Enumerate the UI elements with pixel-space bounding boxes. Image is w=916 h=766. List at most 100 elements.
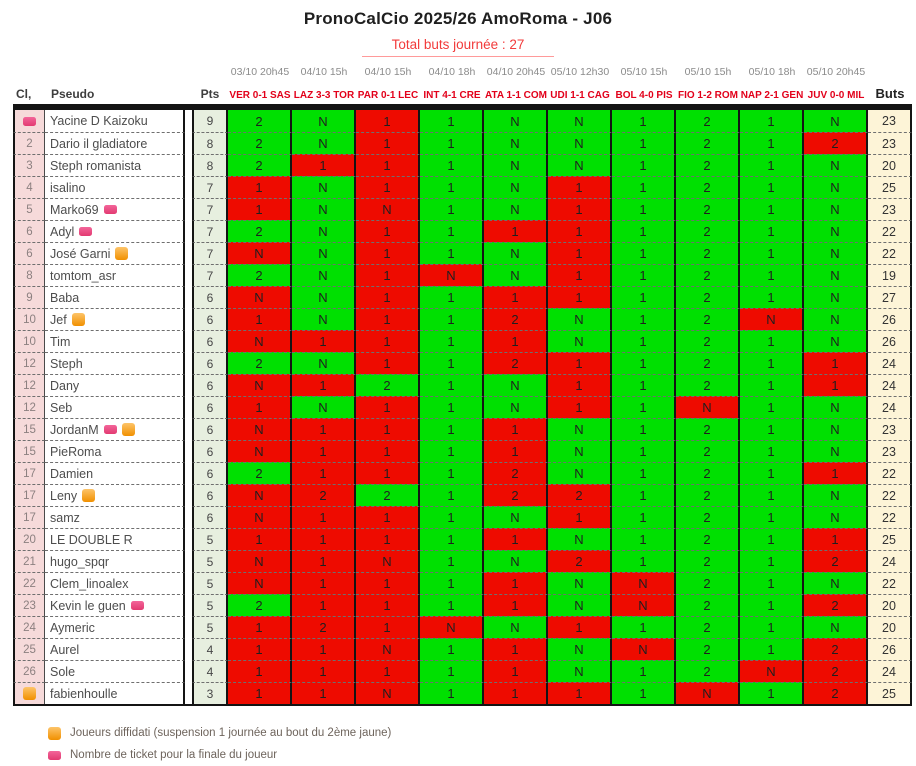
player-name-cell: LE DOUBLE R (45, 528, 185, 550)
prediction-cell: 1 (356, 110, 420, 132)
table-row: 17 Damien 6 2 1 1 1 2 N 1 2 1 1 22 (13, 462, 912, 484)
legend-ticket-text: Nombre de ticket pour la finale du joueu… (70, 749, 278, 761)
prediction-cell: N (548, 462, 612, 484)
player-name-cell: fabienhoulle (45, 682, 185, 704)
pts-cell: 6 (192, 462, 228, 484)
prediction-cell: 2 (804, 638, 868, 660)
buts-cell: 23 (868, 110, 912, 132)
buts-cell: 26 (868, 638, 912, 660)
table-row: 21 hugo_spqr 5 N 1 N 1 N 2 1 2 1 2 24 (13, 550, 912, 572)
column-gap (185, 506, 192, 528)
prediction-cell: 1 (612, 242, 676, 264)
player-name-cell: Clem_linoalex (45, 572, 185, 594)
rank-cell (13, 110, 45, 132)
column-gap (185, 528, 192, 550)
pts-cell: 5 (192, 616, 228, 638)
prediction-cell: N (548, 308, 612, 330)
prediction-cell: 1 (740, 286, 804, 308)
prediction-cell: 2 (676, 506, 740, 528)
prediction-cell: 1 (612, 154, 676, 176)
prediction-cell: 1 (548, 176, 612, 198)
player-name-cell: Leny (45, 484, 185, 506)
prediction-cell: 2 (228, 110, 292, 132)
prediction-cell: 2 (676, 330, 740, 352)
prediction-cell: 1 (420, 352, 484, 374)
prediction-cell: 1 (420, 418, 484, 440)
player-name-cell: isalino (45, 176, 185, 198)
prediction-cell: 1 (740, 418, 804, 440)
prediction-cell: 1 (420, 506, 484, 528)
prediction-cell: 2 (804, 594, 868, 616)
prediction-cell: 1 (356, 418, 420, 440)
prediction-cell: 1 (548, 396, 612, 418)
diffidato-icon (115, 247, 129, 260)
rank-cell: 20 (13, 528, 45, 550)
prediction-cell: 1 (740, 440, 804, 462)
prediction-cell: 1 (612, 308, 676, 330)
prediction-cell: 1 (548, 682, 612, 704)
prediction-cell: 2 (676, 198, 740, 220)
prediction-cell: 2 (676, 176, 740, 198)
prediction-cell: 2 (676, 308, 740, 330)
match-date: 04/10 18h (428, 66, 476, 78)
prediction-cell: 1 (804, 462, 868, 484)
prediction-cell: 2 (356, 374, 420, 396)
pts-cell: 7 (192, 242, 228, 264)
prediction-cell: N (548, 594, 612, 616)
table-row: 12 Seb 6 1 N 1 1 N 1 1 N 1 N 24 (13, 396, 912, 418)
pts-cell: 4 (192, 660, 228, 682)
prediction-cell: 1 (548, 264, 612, 286)
player-name-cell: PieRoma (45, 440, 185, 462)
prediction-cell: 1 (420, 462, 484, 484)
prediction-cell: 1 (740, 132, 804, 154)
prediction-cell: 2 (676, 440, 740, 462)
column-gap (185, 638, 192, 660)
prediction-cell: 2 (676, 462, 740, 484)
prediction-cell: N (292, 286, 356, 308)
prediction-cell: 1 (228, 616, 292, 638)
prediction-cell: N (548, 154, 612, 176)
rank-cell (13, 682, 45, 704)
rank-cell: 15 (13, 418, 45, 440)
prediction-cell: 1 (740, 594, 804, 616)
match-result-header: FIO 1-2 ROM (677, 90, 738, 101)
table-row: 4 isalino 7 1 N 1 1 N 1 1 2 1 N 25 (13, 176, 912, 198)
prediction-cell: 2 (676, 132, 740, 154)
prediction-cell: N (804, 198, 868, 220)
table-row: 17 samz 6 N 1 1 1 N 1 1 2 1 N 22 (13, 506, 912, 528)
prediction-cell: 1 (740, 550, 804, 572)
prediction-cell: 1 (804, 352, 868, 374)
table-row: 10 Tim 6 N 1 1 1 1 N 1 2 1 N 26 (13, 330, 912, 352)
prediction-cell: 1 (612, 440, 676, 462)
diffidato-icon (71, 313, 85, 326)
prediction-cell: 1 (740, 264, 804, 286)
prediction-cell: 1 (612, 616, 676, 638)
prediction-cell: 1 (740, 572, 804, 594)
rank-cell: 26 (13, 660, 45, 682)
page-title: PronoCalCio 2025/26 AmoRoma - J06 (303, 9, 613, 28)
buts-cell: 20 (868, 154, 912, 176)
pts-cell: 7 (192, 220, 228, 242)
prediction-cell: 1 (740, 484, 804, 506)
column-gap (185, 176, 192, 198)
prediction-cell: N (804, 330, 868, 352)
prediction-cell: 1 (484, 594, 548, 616)
prediction-cell: 2 (548, 550, 612, 572)
prediction-cell: 2 (676, 528, 740, 550)
prediction-cell: 1 (484, 418, 548, 440)
prediction-cell: 2 (676, 418, 740, 440)
prediction-cell: N (804, 154, 868, 176)
player-name-cell: Kevin le guen (45, 594, 185, 616)
player-name: hugo_spqr (50, 554, 110, 569)
table-row: 3 Steph romanista 8 2 1 1 1 N N 1 2 1 N 20 (13, 154, 912, 176)
pts-cell: 7 (192, 198, 228, 220)
player-name: fabienhoulle (50, 686, 118, 701)
prediction-cell: 1 (612, 462, 676, 484)
player-name: Marko69 (50, 202, 99, 217)
table-row: 17 Leny 6 N 2 2 1 2 2 1 2 1 N 22 (13, 484, 912, 506)
prediction-cell: N (484, 506, 548, 528)
prediction-cell: N (484, 154, 548, 176)
prediction-cell: N (292, 110, 356, 132)
prediction-cell: 1 (740, 616, 804, 638)
prediction-cell: 1 (420, 176, 484, 198)
